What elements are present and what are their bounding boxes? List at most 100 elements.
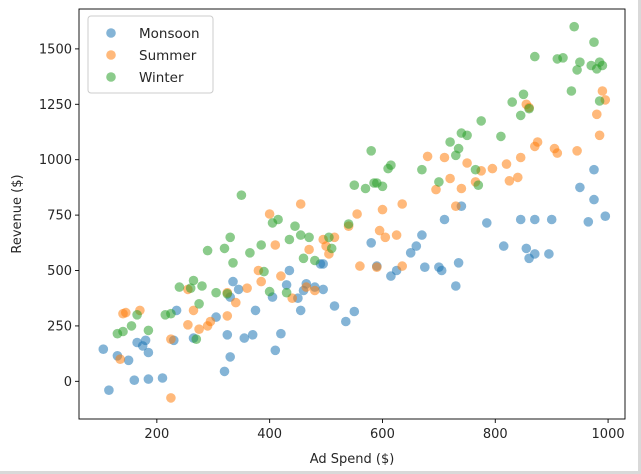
point-monsoon-37 xyxy=(329,301,340,311)
point-winter-19 xyxy=(236,190,247,200)
point-winter-50 xyxy=(462,130,472,141)
point-monsoon-1 xyxy=(104,385,114,396)
point-summer-38 xyxy=(397,261,408,271)
x-axis-label: Ad Spend ($) xyxy=(310,452,395,467)
y-tick-label: 1250 xyxy=(39,98,72,113)
legend-marker-winter xyxy=(106,72,116,82)
point-winter-6 xyxy=(166,308,176,319)
point-monsoon-0 xyxy=(98,344,109,355)
series-summer xyxy=(115,86,611,403)
x-tick-label: 1000 xyxy=(592,427,625,442)
point-summer-51 xyxy=(504,176,515,186)
point-summer-63 xyxy=(597,86,608,96)
plot-marks xyxy=(98,21,611,403)
point-winter-52 xyxy=(473,180,484,190)
point-winter-3 xyxy=(132,310,142,320)
point-summer-39 xyxy=(397,199,408,209)
point-winter-12 xyxy=(197,281,207,291)
point-monsoon-57 xyxy=(521,243,532,254)
point-winter-53 xyxy=(476,116,487,126)
point-winter-65 xyxy=(575,57,585,67)
point-monsoon-45 xyxy=(411,241,422,251)
x-tick-label: 800 xyxy=(483,427,508,442)
point-monsoon-66 xyxy=(589,194,599,205)
point-winter-9 xyxy=(188,275,199,286)
point-summer-20 xyxy=(276,271,286,281)
point-summer-25 xyxy=(310,285,320,296)
point-monsoon-39 xyxy=(349,306,360,317)
point-winter-8 xyxy=(185,283,196,294)
point-summer-18 xyxy=(264,209,275,219)
point-summer-46 xyxy=(462,158,472,168)
point-monsoon-46 xyxy=(417,230,427,240)
point-winter-27 xyxy=(284,234,295,245)
point-summer-15 xyxy=(242,283,252,294)
y-tick-label: 0 xyxy=(64,375,72,390)
point-summer-61 xyxy=(592,109,602,120)
point-winter-17 xyxy=(225,232,235,243)
point-summer-17 xyxy=(256,276,267,287)
point-winter-56 xyxy=(515,110,526,121)
point-monsoon-51 xyxy=(451,281,461,291)
point-summer-24 xyxy=(304,244,314,255)
point-winter-30 xyxy=(298,253,309,264)
point-monsoon-23 xyxy=(250,305,261,316)
y-tick-label: 1500 xyxy=(39,42,72,57)
point-winter-35 xyxy=(343,219,354,229)
point-winter-51 xyxy=(470,164,481,175)
point-summer-44 xyxy=(451,201,461,211)
point-winter-10 xyxy=(191,334,202,345)
point-monsoon-25 xyxy=(270,345,281,356)
axes-frame xyxy=(78,8,626,420)
point-winter-44 xyxy=(417,164,427,175)
point-summer-14 xyxy=(231,297,241,308)
point-winter-20 xyxy=(245,248,255,258)
window-edge-right xyxy=(638,0,641,474)
point-winter-33 xyxy=(324,232,334,243)
point-monsoon-64 xyxy=(583,217,594,227)
point-summer-33 xyxy=(372,262,382,273)
point-summer-22 xyxy=(295,199,306,209)
point-monsoon-10 xyxy=(157,373,168,383)
point-monsoon-22 xyxy=(247,330,258,340)
point-winter-1 xyxy=(118,326,128,337)
point-monsoon-20 xyxy=(233,284,244,295)
point-summer-62 xyxy=(594,130,605,141)
point-winter-23 xyxy=(264,286,275,297)
point-winter-67 xyxy=(589,37,599,47)
point-summer-41 xyxy=(431,184,441,195)
point-winter-45 xyxy=(434,177,444,187)
point-winter-38 xyxy=(366,146,377,156)
point-summer-43 xyxy=(445,173,455,184)
point-summer-34 xyxy=(374,225,385,236)
point-monsoon-19 xyxy=(228,276,238,287)
legend-marker-summer xyxy=(106,50,116,60)
point-summer-0 xyxy=(115,354,125,365)
point-monsoon-63 xyxy=(575,182,585,193)
point-winter-21 xyxy=(256,240,267,250)
point-monsoon-4 xyxy=(129,375,140,386)
point-monsoon-40 xyxy=(366,238,377,248)
point-winter-48 xyxy=(453,143,464,154)
point-winter-62 xyxy=(566,86,577,96)
point-monsoon-8 xyxy=(143,374,154,384)
point-monsoon-3 xyxy=(123,355,134,366)
y-axis-label: Revenue ($) xyxy=(10,174,25,253)
point-monsoon-56 xyxy=(515,214,526,225)
legend: Monsoon Summer Winter xyxy=(87,15,214,94)
point-monsoon-26 xyxy=(276,328,286,339)
y-tick-label: 250 xyxy=(47,319,72,334)
point-monsoon-60 xyxy=(530,214,540,225)
y-tick-label: 500 xyxy=(47,264,72,279)
point-monsoon-47 xyxy=(420,262,430,273)
point-summer-31 xyxy=(352,209,362,219)
point-winter-46 xyxy=(445,137,455,147)
x-tick-label: 200 xyxy=(144,427,169,442)
point-winter-34 xyxy=(326,243,337,254)
point-monsoon-35 xyxy=(318,259,329,269)
point-monsoon-50 xyxy=(439,214,450,225)
point-monsoon-27 xyxy=(281,280,292,290)
point-monsoon-21 xyxy=(239,333,250,343)
point-winter-22 xyxy=(259,266,269,277)
